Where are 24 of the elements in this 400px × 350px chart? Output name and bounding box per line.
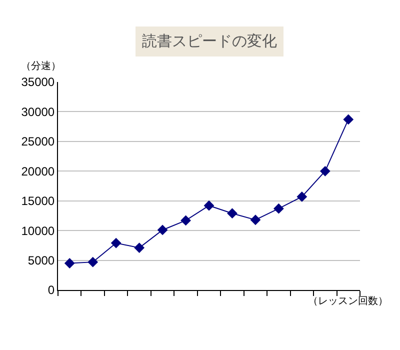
y-tick-label: 0 (48, 283, 55, 298)
point (157, 224, 168, 236)
y-tick-label: 10000 (21, 224, 55, 238)
point (343, 114, 354, 125)
point (88, 256, 98, 268)
y-tick-label: 5000 (28, 253, 55, 268)
point (180, 215, 191, 226)
point (134, 242, 145, 254)
x-axis-title: （レッスン回数） (308, 296, 388, 307)
y-tick-label: 30000 (21, 104, 55, 119)
y-axis-title: （分速） (21, 60, 61, 72)
y-tick-label: 35000 (21, 75, 55, 90)
y-tick-label: 15000 (21, 194, 55, 208)
y-tick-label: 25000 (21, 134, 55, 149)
point (227, 208, 238, 219)
chart-title: 読書スピードの変化 (142, 33, 277, 50)
point (110, 238, 122, 248)
y-tick-label: 20000 (21, 164, 55, 178)
point (273, 203, 284, 214)
point (296, 192, 308, 202)
point (320, 166, 330, 176)
point (250, 214, 261, 226)
point (204, 200, 214, 211)
point (64, 258, 75, 268)
